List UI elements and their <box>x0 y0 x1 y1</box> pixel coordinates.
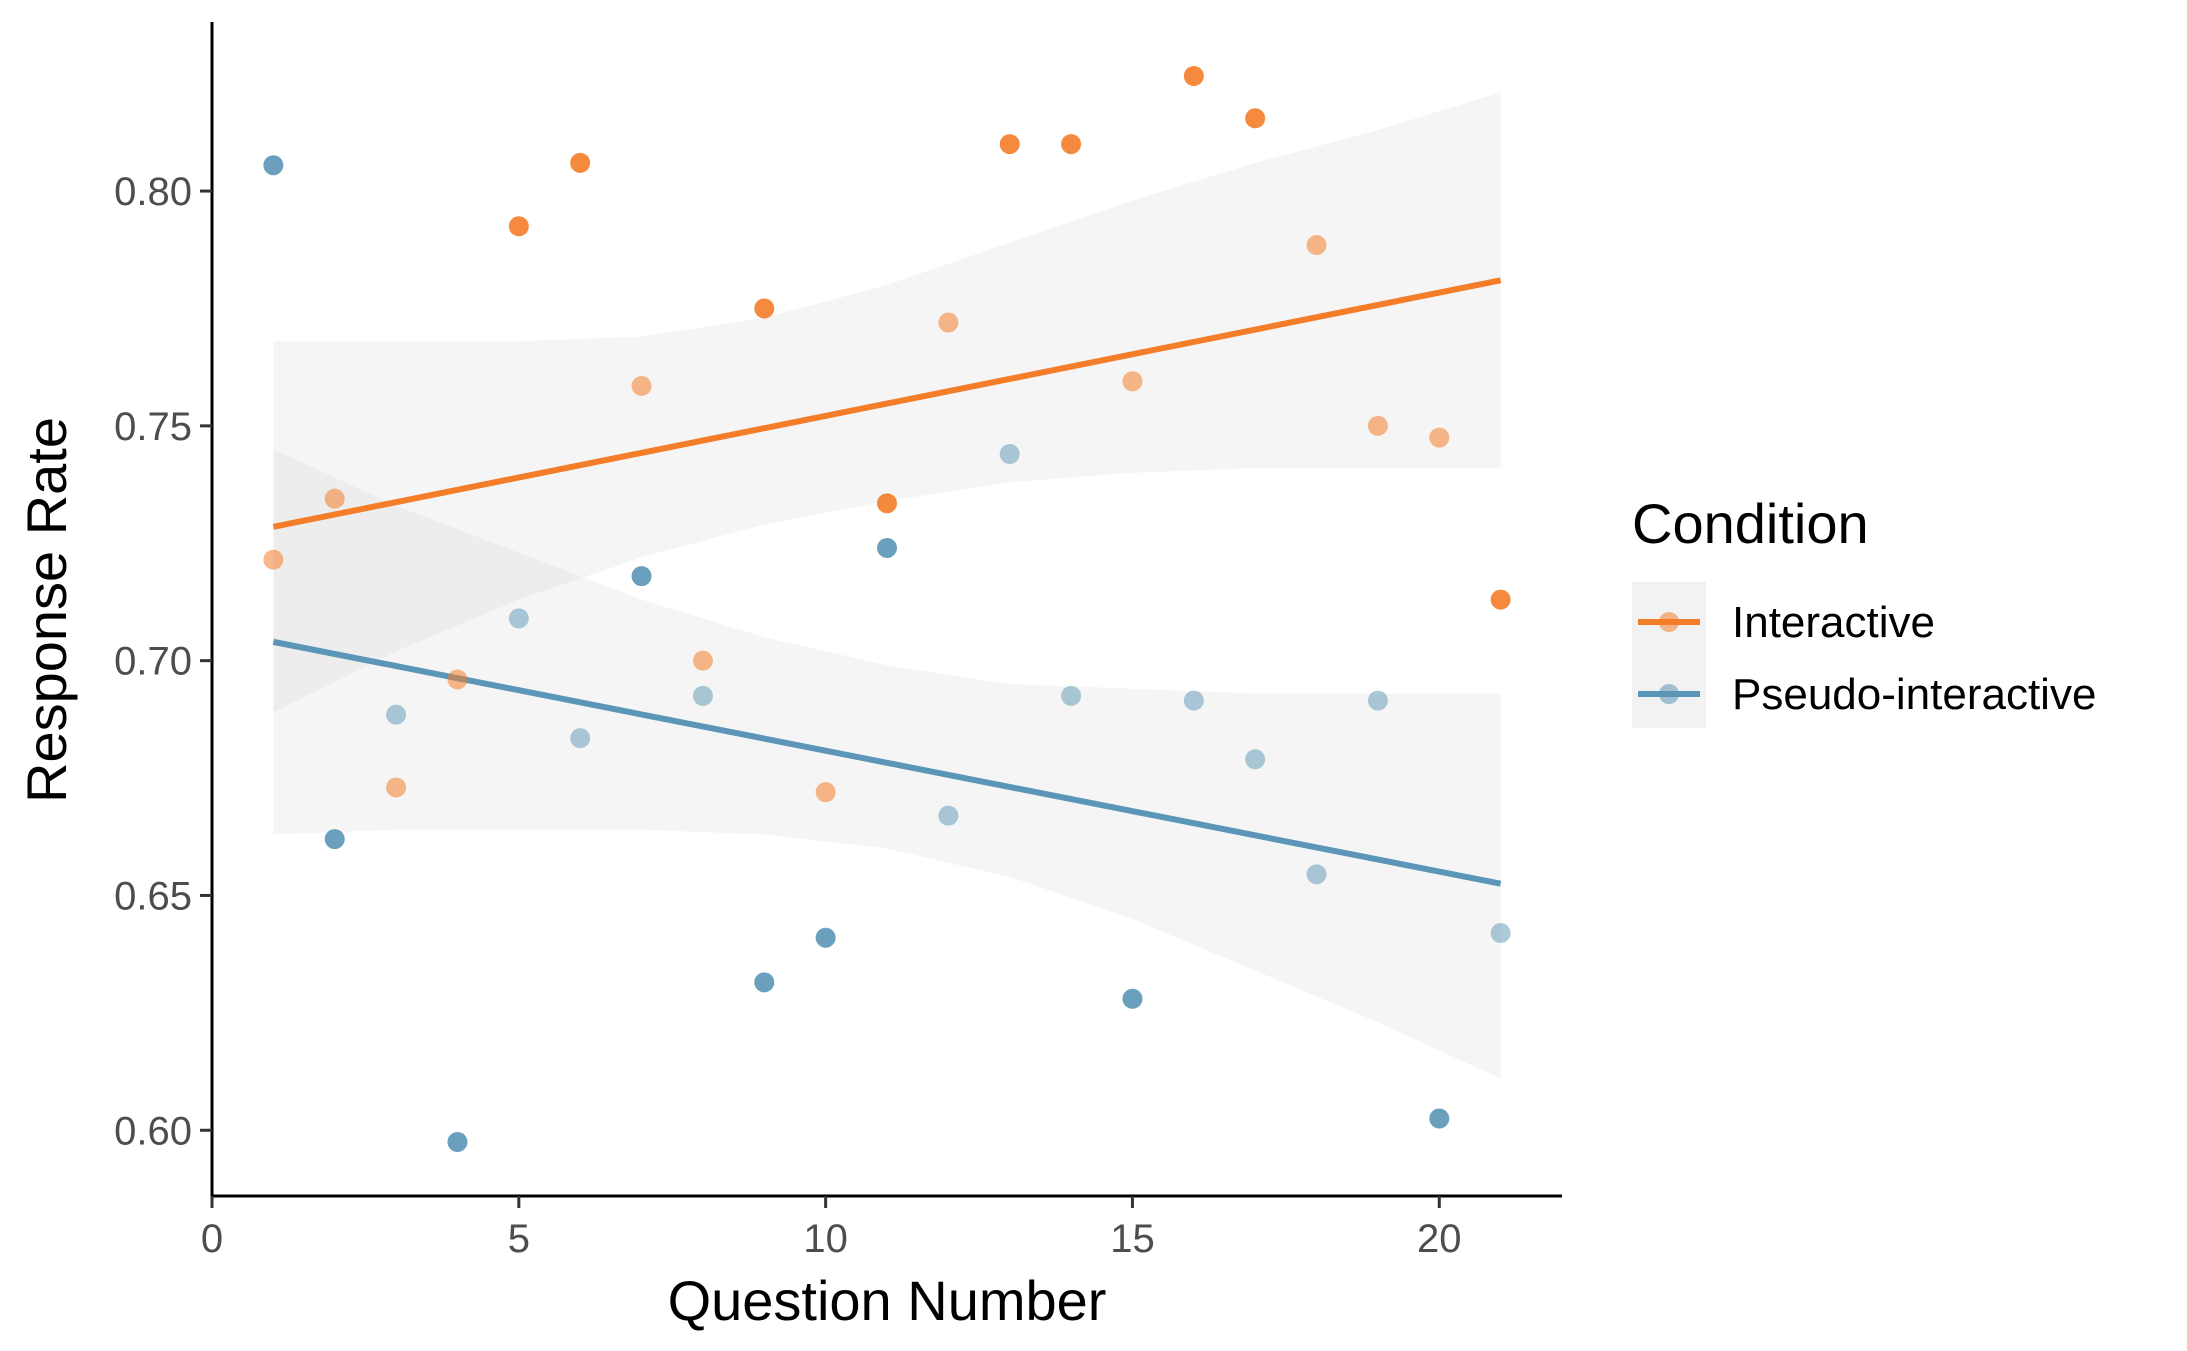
point-0-10 <box>877 493 897 514</box>
point-0-8 <box>754 298 775 319</box>
point-1-5 <box>570 728 591 749</box>
trend-lines <box>272 277 1502 887</box>
point-0-20 <box>1490 589 1511 610</box>
data-points <box>263 66 1511 1152</box>
legend: Condition Interactive Pseudo-interactive <box>1632 492 2096 728</box>
axes <box>210 22 1562 1198</box>
point-0-9 <box>815 782 836 803</box>
point-0-12 <box>999 134 1020 155</box>
point-0-18 <box>1367 415 1388 436</box>
y-axis-title: Response Rate <box>15 417 78 803</box>
point-1-12 <box>999 444 1020 465</box>
point-1-13 <box>1061 685 1082 706</box>
point-0-13 <box>1061 134 1082 155</box>
point-1-18 <box>1367 690 1388 711</box>
point-1-15 <box>1183 690 1204 711</box>
point-1-1 <box>324 829 345 850</box>
legend-point-1 <box>1659 684 1679 704</box>
legend-point-0 <box>1659 612 1679 632</box>
point-0-15 <box>1183 66 1204 87</box>
point-1-0 <box>263 155 284 176</box>
point-1-11 <box>938 805 959 826</box>
x-axis-title: Question Number <box>668 1269 1107 1332</box>
point-1-17 <box>1306 864 1327 885</box>
point-1-7 <box>692 685 713 706</box>
x-tick-label: 0 <box>201 1217 223 1261</box>
y-tick-label: 0.80 <box>114 170 192 214</box>
point-0-4 <box>508 216 529 237</box>
point-0-17 <box>1306 235 1327 256</box>
y-ticks: 0.60 0.65 0.70 0.75 0.80 <box>114 170 212 1153</box>
trend-line-0 <box>272 277 1502 530</box>
y-tick-label: 0.75 <box>114 405 192 449</box>
point-1-19 <box>1429 1108 1450 1129</box>
legend-label-0: Interactive <box>1732 598 1935 647</box>
point-0-0 <box>263 549 284 570</box>
point-0-16 <box>1245 108 1266 129</box>
y-tick-label: 0.65 <box>114 874 192 918</box>
point-0-6 <box>631 375 652 396</box>
point-0-14 <box>1122 371 1143 392</box>
point-1-2 <box>386 704 407 725</box>
point-1-14 <box>1122 988 1143 1009</box>
point-0-19 <box>1429 427 1450 448</box>
point-1-10 <box>877 537 897 558</box>
trend-line-1 <box>272 638 1502 887</box>
point-1-3 <box>447 1131 468 1152</box>
legend-title: Condition <box>1632 492 1869 555</box>
legend-key-background <box>1632 582 1706 728</box>
point-0-7 <box>692 650 713 671</box>
point-1-6 <box>631 566 652 587</box>
point-0-2 <box>386 777 407 798</box>
x-tick-label: 20 <box>1417 1217 1462 1261</box>
point-0-1 <box>324 488 345 509</box>
legend-entries: Interactive Pseudo-interactive <box>1638 598 2096 719</box>
point-1-8 <box>754 972 775 993</box>
x-tick-label: 15 <box>1110 1217 1155 1261</box>
x-tick-label: 5 <box>508 1217 530 1261</box>
y-tick-label: 0.60 <box>114 1109 192 1153</box>
point-1-16 <box>1245 749 1266 770</box>
x-ticks: 0 5 10 15 20 <box>201 1196 1462 1261</box>
y-tick-label: 0.70 <box>114 640 192 684</box>
point-1-4 <box>508 608 529 629</box>
x-tick-label: 10 <box>803 1217 848 1261</box>
point-0-5 <box>570 152 591 173</box>
point-0-11 <box>938 312 959 333</box>
point-1-20 <box>1490 923 1511 944</box>
point-1-9 <box>815 927 836 948</box>
legend-label-1: Pseudo-interactive <box>1732 670 2096 719</box>
point-0-3 <box>447 669 468 690</box>
